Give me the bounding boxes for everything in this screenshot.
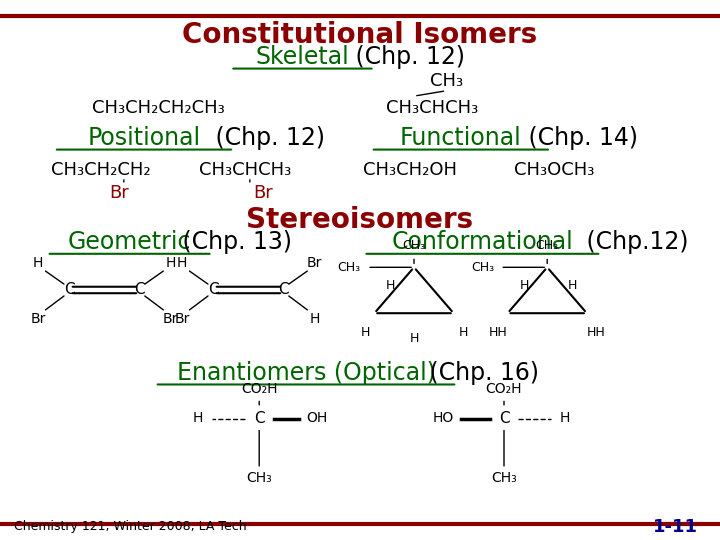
Text: CH₃: CH₃ xyxy=(430,72,463,90)
Text: Conformational: Conformational xyxy=(392,230,573,254)
Text: Functional: Functional xyxy=(400,126,522,150)
Text: H: H xyxy=(385,279,395,292)
Text: Br: Br xyxy=(253,184,273,202)
Text: (Chp. 12): (Chp. 12) xyxy=(208,126,325,150)
Text: Chemistry 121, Winter 2008, LA Tech: Chemistry 121, Winter 2008, LA Tech xyxy=(14,520,247,533)
Text: Br: Br xyxy=(30,312,46,326)
Text: C: C xyxy=(254,411,264,426)
Text: (Chp.12): (Chp.12) xyxy=(579,230,688,254)
Text: HH: HH xyxy=(587,326,606,339)
Text: C: C xyxy=(134,282,144,298)
Text: CO₂H: CO₂H xyxy=(241,382,277,396)
Text: C: C xyxy=(209,282,219,298)
Text: CH₃CH₂CH₂: CH₃CH₂CH₂ xyxy=(51,161,150,179)
Text: C: C xyxy=(499,411,509,426)
Text: CH₃CH₂CH₂CH₃: CH₃CH₂CH₂CH₃ xyxy=(92,99,225,117)
Text: H: H xyxy=(177,256,187,270)
Text: C: C xyxy=(65,282,75,298)
Text: HH: HH xyxy=(489,326,508,339)
Text: (Chp. 12): (Chp. 12) xyxy=(348,45,465,69)
Text: H: H xyxy=(310,312,320,326)
Text: CH₃: CH₃ xyxy=(536,239,559,252)
Text: CO₂H: CO₂H xyxy=(486,382,522,396)
Text: H: H xyxy=(360,326,370,339)
Text: H: H xyxy=(166,256,176,270)
Text: H: H xyxy=(33,256,43,270)
Text: H: H xyxy=(409,332,419,345)
Text: CH₃: CH₃ xyxy=(246,471,272,485)
Text: CH₃OCH₃: CH₃OCH₃ xyxy=(514,161,595,179)
Text: HO: HO xyxy=(432,411,454,426)
Text: CH₃CHCH₃: CH₃CHCH₃ xyxy=(199,161,291,179)
Text: CH₃: CH₃ xyxy=(471,261,494,274)
Text: (Chp. 14): (Chp. 14) xyxy=(521,126,638,150)
Text: (Chp. 16): (Chp. 16) xyxy=(423,361,539,384)
Text: H: H xyxy=(560,411,570,426)
Text: H: H xyxy=(567,279,577,292)
Text: Enantiomers (Optical): Enantiomers (Optical) xyxy=(176,361,436,384)
Text: H: H xyxy=(458,326,468,339)
Text: Br: Br xyxy=(174,312,190,326)
Text: Skeletal: Skeletal xyxy=(256,45,349,69)
Text: H: H xyxy=(193,411,203,426)
Text: Stereoisomers: Stereoisomers xyxy=(246,206,474,234)
Text: Geometric: Geometric xyxy=(68,230,192,254)
Text: CH₃: CH₃ xyxy=(338,261,361,274)
Text: CH₃CH₂OH: CH₃CH₂OH xyxy=(364,161,457,179)
Text: CH₃CHCH₃: CH₃CHCH₃ xyxy=(386,99,478,117)
Text: C: C xyxy=(278,282,288,298)
Text: Constitutional Isomers: Constitutional Isomers xyxy=(182,21,538,49)
Text: (Chp. 13): (Chp. 13) xyxy=(175,230,307,254)
Text: OH: OH xyxy=(306,411,328,426)
Text: CH₃: CH₃ xyxy=(491,471,517,485)
Text: Br: Br xyxy=(307,256,323,270)
Text: CH₃: CH₃ xyxy=(402,239,426,252)
Text: 1-11: 1-11 xyxy=(654,517,698,536)
Text: Positional: Positional xyxy=(87,126,201,150)
Text: Br: Br xyxy=(163,312,179,326)
Text: H: H xyxy=(519,279,529,292)
Text: Br: Br xyxy=(109,184,129,202)
